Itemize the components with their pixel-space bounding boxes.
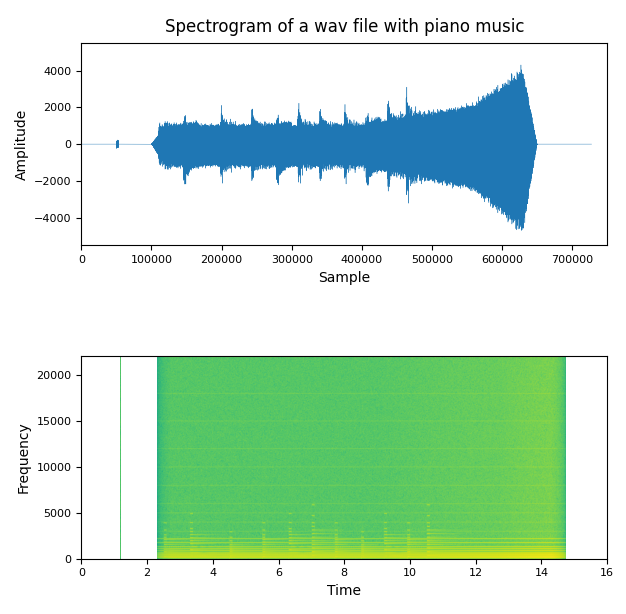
Y-axis label: Amplitude: Amplitude (14, 109, 29, 180)
X-axis label: Sample: Sample (318, 271, 371, 284)
X-axis label: Time: Time (327, 584, 361, 598)
Title: Spectrogram of a wav file with piano music: Spectrogram of a wav file with piano mus… (165, 18, 524, 36)
Y-axis label: Frequency: Frequency (17, 422, 31, 494)
